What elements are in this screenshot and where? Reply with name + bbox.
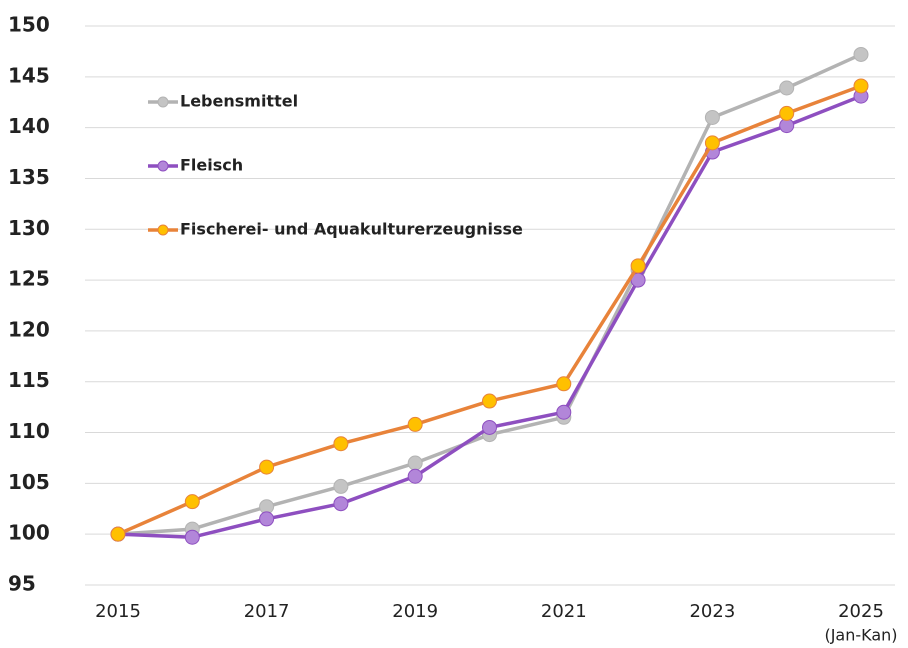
legend-label: Fleisch — [180, 156, 243, 175]
y-tick-label: 145 — [8, 63, 50, 87]
y-tick-label: 130 — [8, 216, 50, 240]
y-tick-label: 105 — [8, 470, 50, 494]
series-marker — [482, 393, 497, 409]
x-tick-label: 2017 — [244, 601, 290, 622]
x-tick-label: 2019 — [392, 601, 438, 622]
series-marker — [110, 526, 126, 542]
x-tick-label: 2023 — [689, 601, 735, 622]
y-tick-label: 140 — [8, 114, 50, 138]
series-marker — [259, 459, 275, 475]
y-tick-label: 120 — [8, 317, 50, 341]
series-line — [117, 84, 862, 536]
legend-label: Fischerei- und Aquakulturerzeugnisse — [180, 220, 523, 239]
x-tick-label: 2021 — [541, 601, 587, 622]
series-marker — [333, 496, 349, 512]
y-tick-label: 100 — [8, 521, 50, 545]
series-marker — [482, 419, 497, 435]
series-marker — [853, 78, 869, 94]
x-tick-label: 2025 — [838, 601, 884, 622]
annotation: (Jan-Kan) — [824, 626, 897, 645]
legend-label: Lebensmittel — [180, 92, 298, 111]
series-marker — [184, 494, 200, 510]
series-marker — [333, 436, 349, 452]
y-tick-label: 150 — [8, 13, 50, 37]
series-marker — [259, 511, 275, 527]
series-marker — [704, 135, 720, 151]
series-marker — [407, 416, 423, 432]
legend-marker — [157, 160, 169, 172]
series-marker — [556, 376, 572, 392]
series-marker — [333, 478, 349, 494]
series-marker — [407, 468, 423, 484]
series-marker — [779, 105, 795, 121]
series-marker — [704, 109, 720, 125]
series-marker — [853, 46, 869, 62]
y-tick-label: 115 — [8, 368, 50, 392]
x-tick-label: 2015 — [95, 601, 141, 622]
series-marker — [779, 80, 795, 96]
y-tick-label: 135 — [8, 165, 50, 189]
legend-marker — [157, 224, 169, 236]
y-tick-label: 95 — [8, 572, 36, 596]
y-tick-label: 125 — [8, 267, 50, 291]
series-marker — [556, 404, 572, 420]
y-tick-label: 110 — [8, 419, 50, 443]
series-marker — [407, 455, 423, 471]
series-marker — [184, 529, 200, 545]
series-marker — [630, 258, 646, 274]
legend-marker — [157, 96, 169, 108]
